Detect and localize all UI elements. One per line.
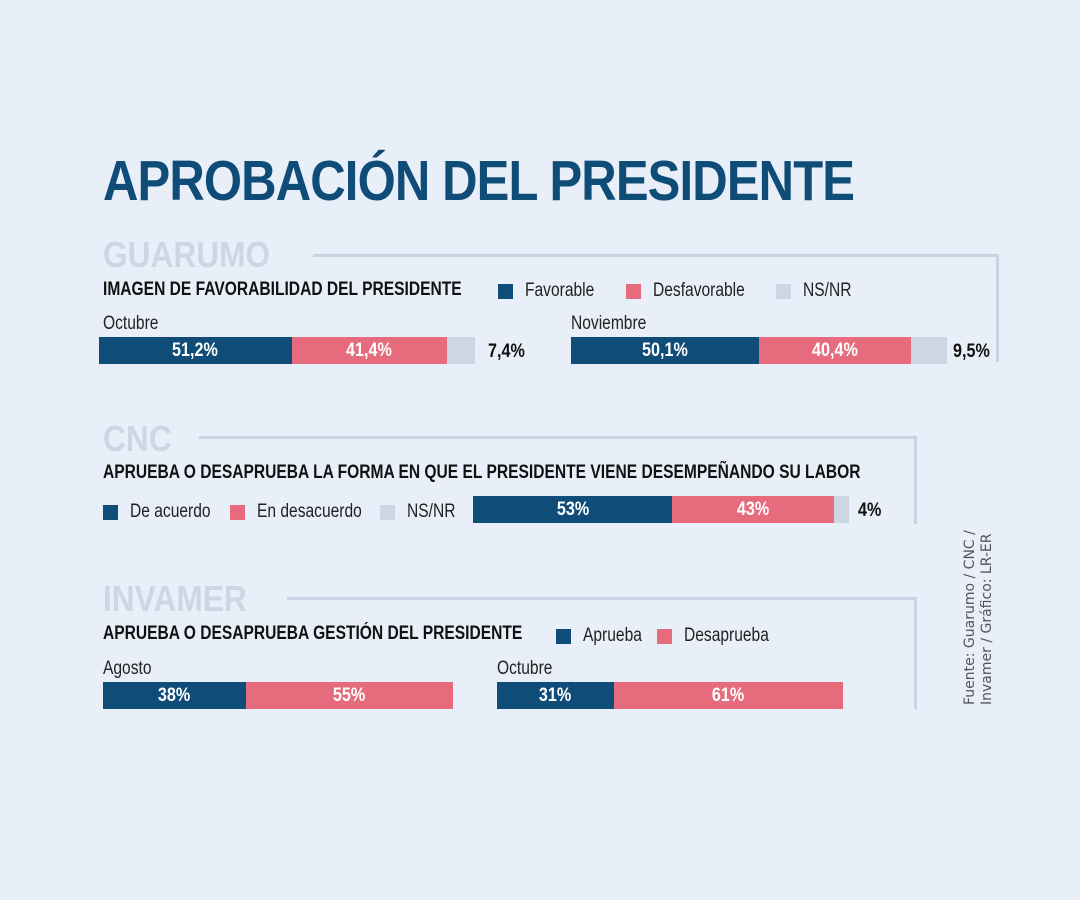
data-label: 38%: [158, 684, 191, 706]
legend-label: Favorable: [525, 280, 595, 301]
data-label: 43%: [736, 498, 770, 520]
source-footnote: Fuente: Guarumo / CNC / Invamer / Gráfic…: [962, 530, 996, 705]
section-divider: [287, 597, 917, 600]
legend-swatch: [498, 283, 513, 299]
bar-segment-ns-nr: [833, 496, 849, 523]
period-label: Noviembre: [571, 313, 647, 334]
legend-swatch: [103, 504, 118, 520]
page-title: APROBACIÓN DEL PRESIDENTE: [103, 149, 855, 213]
section-divider: [199, 436, 917, 439]
legend-item-nsnr: NS/NR: [380, 501, 466, 523]
bar-segment-en-desacuerdo: 43%: [672, 496, 834, 523]
source-name-invamer: INVAMER: [103, 578, 247, 619]
legend-item-de-acuerdo: De acuerdo: [103, 501, 228, 523]
legend-swatch: [776, 283, 791, 299]
data-label: 31%: [539, 684, 572, 706]
legend-label: Desfavorable: [653, 280, 745, 301]
footnote-line: Fuente: Guarumo / CNC /: [962, 530, 978, 705]
source-name-guarumo: GUARUMO: [103, 234, 271, 275]
stacked-bar: 51,2% 41,4%: [99, 337, 475, 364]
data-label: 53%: [556, 498, 589, 520]
legend-swatch: [626, 283, 641, 299]
legend-swatch: [380, 504, 395, 520]
legend-item-favorable: Favorable: [498, 280, 610, 302]
legend-swatch: [556, 628, 571, 644]
footnote-line: Invamer / Gráfico: LR-ER: [979, 533, 995, 705]
chart-title: APRUEBA O DESAPRUEBA LA FORMA EN QUE EL …: [103, 462, 861, 483]
data-label-nsnr: 9,5%: [953, 341, 990, 362]
bar-segment-desfavorable: 40,4%: [759, 337, 912, 364]
data-label: 41,4%: [346, 339, 393, 361]
data-label-nsnr: 7,4%: [488, 341, 525, 362]
period-label: Octubre: [497, 658, 553, 679]
chart-title: IMAGEN DE FAVORABILIDAD DEL PRESIDENTE: [103, 279, 462, 300]
period-label: Agosto: [103, 658, 152, 679]
legend-item-en-desacuerdo: En desacuerdo: [230, 501, 385, 523]
bar-segment-favorable: 51,2%: [99, 337, 292, 364]
legend-label: NS/NR: [407, 501, 456, 522]
bar-segment-aprueba: 38%: [103, 682, 246, 709]
bar-segment-favorable: 50,1%: [571, 337, 760, 364]
stacked-bar: 38% 55%: [103, 682, 479, 709]
stacked-bar: 31% 61%: [497, 682, 873, 709]
bar-segment-de-acuerdo: 53%: [473, 496, 673, 523]
bar-segment-desfavorable: 41,4%: [291, 337, 448, 364]
legend-item-desfavorable: Desfavorable: [626, 280, 765, 302]
legend-item-desaprueba: Desaprueba: [657, 625, 788, 647]
stacked-bar: 53% 43%: [473, 496, 849, 523]
data-label: 61%: [712, 684, 745, 706]
legend-label: Aprueba: [583, 625, 642, 646]
section-divider: [313, 254, 998, 257]
legend-swatch: [230, 504, 245, 520]
stacked-bar: 50,1% 40,4%: [571, 337, 947, 364]
legend-swatch: [657, 628, 672, 644]
data-label: 51,2%: [172, 339, 219, 361]
section-divider: [914, 436, 917, 524]
legend-label: NS/NR: [803, 280, 852, 301]
data-label: 40,4%: [812, 339, 859, 361]
bar-segment-ns-nr: [911, 337, 947, 364]
period-label: Octubre: [103, 313, 159, 334]
data-label: 50,1%: [642, 339, 689, 361]
chart-title: APRUEBA O DESAPRUEBA GESTIÓN DEL PRESIDE…: [103, 623, 523, 644]
bar-segment-desaprueba: 55%: [245, 682, 453, 709]
bar-segment-aprueba: 31%: [497, 682, 614, 709]
section-divider: [996, 254, 999, 362]
legend-item-nsnr: NS/NR: [776, 280, 862, 302]
legend-label: En desacuerdo: [257, 501, 362, 522]
legend-label: De acuerdo: [130, 501, 211, 522]
legend-label: Desaprueba: [684, 625, 769, 646]
data-label-nsnr: 4%: [858, 500, 882, 521]
data-label: 55%: [333, 684, 366, 706]
bar-segment-desaprueba: 61%: [613, 682, 843, 709]
source-name-cnc: CNC: [103, 418, 172, 459]
section-divider: [914, 597, 917, 709]
legend-item-aprueba: Aprueba: [556, 625, 655, 647]
bar-segment-ns-nr: [447, 337, 475, 364]
